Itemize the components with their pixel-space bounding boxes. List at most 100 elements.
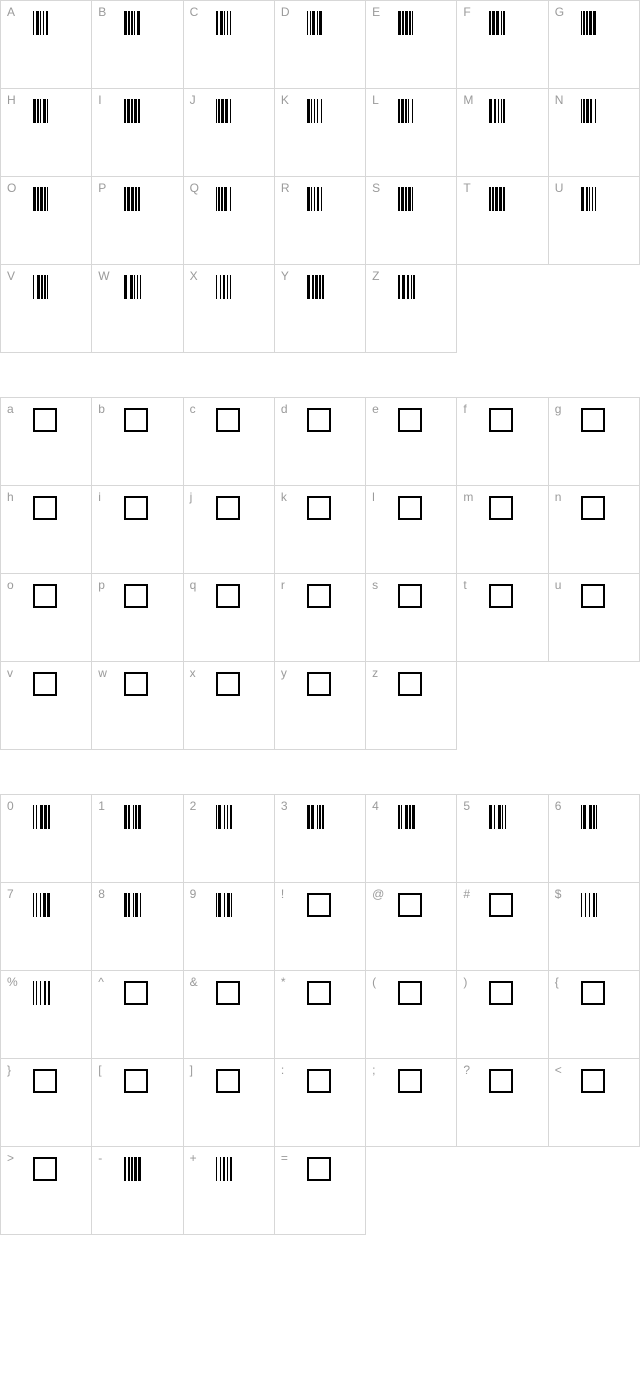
glyph-cell: s — [366, 574, 457, 662]
glyph-cell: 1 — [92, 795, 183, 883]
glyph-cell: ) — [457, 971, 548, 1059]
glyph-wrapper — [398, 187, 413, 211]
glyph-cell: [ — [92, 1059, 183, 1147]
missing-glyph-box — [489, 496, 513, 520]
glyph-cell: - — [92, 1147, 183, 1235]
glyph-wrapper — [581, 893, 598, 917]
cell-label: j — [190, 490, 193, 504]
missing-glyph-box — [489, 584, 513, 608]
barcode-glyph — [124, 893, 141, 917]
cell-label: h — [7, 490, 14, 504]
glyph-cell: 6 — [549, 795, 640, 883]
barcode-glyph — [489, 187, 504, 211]
cell-label: 5 — [463, 799, 470, 813]
missing-glyph-box — [398, 893, 422, 917]
missing-glyph-box — [489, 981, 513, 1005]
barcode-glyph — [489, 11, 504, 35]
cell-label: C — [190, 5, 199, 19]
cell-label: : — [281, 1063, 284, 1077]
barcode-glyph — [124, 187, 139, 211]
cell-label: 0 — [7, 799, 14, 813]
glyph-wrapper — [216, 805, 233, 829]
glyph-cell: = — [275, 1147, 366, 1235]
cell-label: n — [555, 490, 562, 504]
cell-label: - — [98, 1151, 102, 1165]
glyph-cell: 9 — [184, 883, 275, 971]
cell-label: > — [7, 1151, 14, 1165]
barcode-glyph — [398, 99, 413, 123]
glyph-wrapper — [124, 672, 148, 696]
glyph-wrapper — [124, 11, 139, 35]
glyph-wrapper — [307, 187, 322, 211]
barcode-glyph — [33, 99, 48, 123]
barcode-glyph — [581, 11, 596, 35]
glyph-cell: c — [184, 398, 275, 486]
cell-label: R — [281, 181, 290, 195]
missing-glyph-box — [307, 981, 331, 1005]
glyph-wrapper — [33, 408, 57, 432]
glyph-cell: N — [549, 89, 640, 177]
missing-glyph-box — [581, 496, 605, 520]
missing-glyph-box — [398, 496, 422, 520]
glyph-cell: d — [275, 398, 366, 486]
glyph-wrapper — [216, 1157, 233, 1181]
missing-glyph-box — [398, 981, 422, 1005]
glyph-cell: q — [184, 574, 275, 662]
barcode-glyph — [33, 275, 48, 299]
cell-label: f — [463, 402, 466, 416]
barcode-glyph — [398, 11, 413, 35]
section-symbols: 0123456789!@#$%^&*(){}[]:;?<>-+= — [0, 794, 640, 1235]
cell-label: u — [555, 578, 562, 592]
missing-glyph-box — [33, 496, 57, 520]
glyph-wrapper — [398, 893, 422, 917]
missing-glyph-box — [307, 496, 331, 520]
glyph-wrapper — [124, 981, 148, 1005]
barcode-glyph — [307, 11, 322, 35]
barcode-glyph — [124, 99, 139, 123]
missing-glyph-box — [581, 981, 605, 1005]
missing-glyph-box — [216, 496, 240, 520]
glyph-cell: F — [457, 1, 548, 89]
glyph-wrapper — [33, 275, 48, 299]
glyph-wrapper — [216, 584, 240, 608]
cell-label: m — [463, 490, 473, 504]
cell-label: V — [7, 269, 15, 283]
missing-glyph-box — [581, 408, 605, 432]
cell-label: M — [463, 93, 473, 107]
glyph-cell: v — [1, 662, 92, 750]
glyph-cell: j — [184, 486, 275, 574]
glyph-wrapper — [489, 408, 513, 432]
cell-label: 4 — [372, 799, 379, 813]
cell-label: ( — [372, 975, 376, 989]
cell-label: P — [98, 181, 106, 195]
cell-label: E — [372, 5, 380, 19]
missing-glyph-box — [33, 1069, 57, 1093]
glyph-cell: 8 — [92, 883, 183, 971]
glyph-cell: S — [366, 177, 457, 265]
missing-glyph-box — [307, 893, 331, 917]
glyph-wrapper — [124, 187, 139, 211]
glyph-wrapper — [307, 99, 322, 123]
glyph-wrapper — [216, 893, 233, 917]
glyph-cell: Q — [184, 177, 275, 265]
glyph-cell: H — [1, 89, 92, 177]
glyph-wrapper — [489, 981, 513, 1005]
glyph-cell: { — [549, 971, 640, 1059]
cell-label: p — [98, 578, 105, 592]
barcode-glyph — [489, 805, 506, 829]
barcode-glyph — [307, 187, 322, 211]
section-uppercase: ABCDEFGHIJKLMNOPQRSTUVWXYZ — [0, 0, 640, 353]
glyph-wrapper — [33, 672, 57, 696]
glyph-wrapper — [307, 1157, 331, 1181]
missing-glyph-box — [581, 584, 605, 608]
glyph-cell: o — [1, 574, 92, 662]
glyph-wrapper — [581, 99, 596, 123]
glyph-cell: w — [92, 662, 183, 750]
glyph-cell: # — [457, 883, 548, 971]
glyph-cell: n — [549, 486, 640, 574]
glyph-wrapper — [33, 1069, 57, 1093]
barcode-glyph — [33, 11, 48, 35]
glyph-cell: : — [275, 1059, 366, 1147]
glyph-wrapper — [33, 11, 48, 35]
barcode-glyph — [216, 11, 231, 35]
